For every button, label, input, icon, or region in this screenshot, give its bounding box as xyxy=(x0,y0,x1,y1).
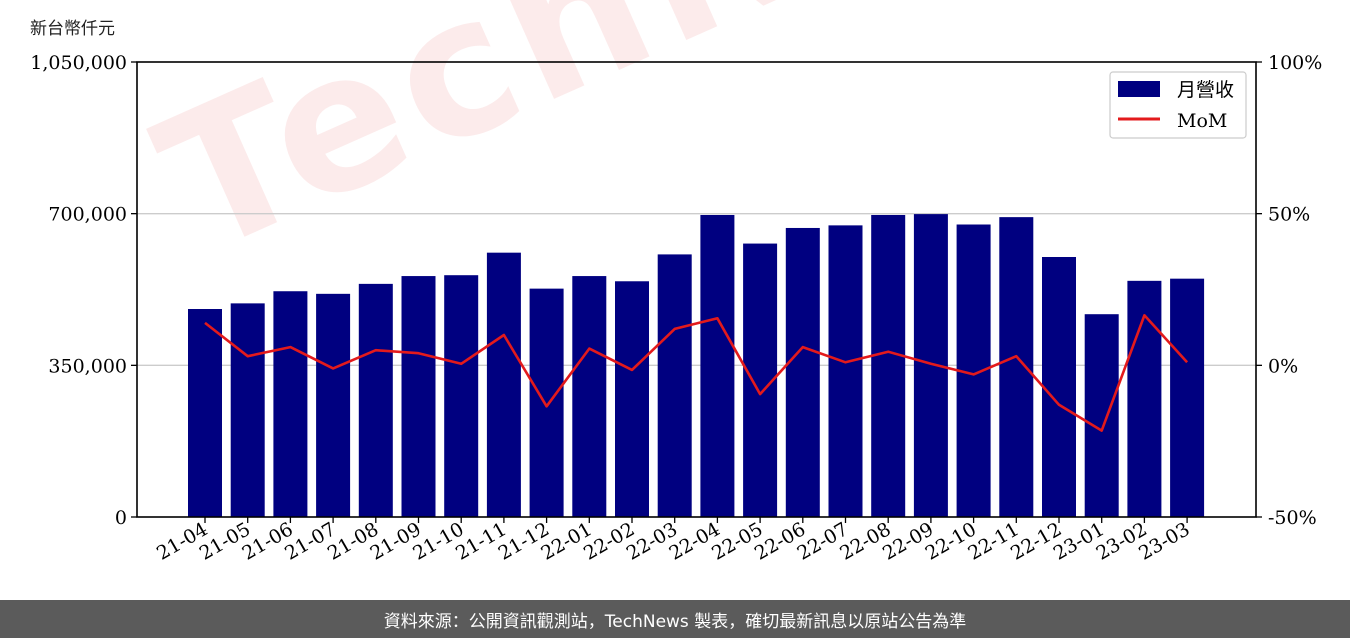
right-tick-label: 100% xyxy=(1268,52,1322,74)
revenue-bar xyxy=(999,217,1034,517)
revenue-bar xyxy=(1170,278,1205,517)
revenue-bar xyxy=(316,293,351,517)
revenue-bar xyxy=(615,281,649,517)
revenue-bar xyxy=(657,254,692,517)
revenue-bar xyxy=(188,309,222,517)
revenue-chart: 0350,000700,0001,050,000-50%0%50%100%21-… xyxy=(30,52,1322,565)
footer-text: 資料來源：公開資訊觀測站，TechNews 製表，確切最新訊息以原站公告為準 xyxy=(383,611,967,632)
legend-line-label: MoM xyxy=(1177,110,1227,132)
legend-bar-swatch xyxy=(1118,81,1160,97)
y-axis-unit-label: 新台幣仟元 xyxy=(30,19,115,39)
plot-frame xyxy=(136,61,1257,518)
left-tick-label: 1,050,000 xyxy=(30,52,127,74)
right-tick-label: -50% xyxy=(1268,507,1317,529)
mom-line xyxy=(204,313,1189,432)
revenue-bar xyxy=(828,225,863,517)
revenue-bar xyxy=(230,303,265,517)
revenue-bar xyxy=(1127,280,1162,517)
revenue-bar xyxy=(572,276,607,517)
revenue-bar xyxy=(273,291,308,517)
revenue-bar xyxy=(444,275,479,517)
legend-bar-label: 月營收 xyxy=(1177,79,1234,101)
revenue-bar xyxy=(1084,314,1119,517)
left-tick-label: 0 xyxy=(115,507,127,529)
revenue-bar xyxy=(700,214,735,517)
right-tick-label: 50% xyxy=(1268,204,1310,226)
revenue-bar xyxy=(529,288,564,517)
source-footer: 資料來源：公開資訊觀測站，TechNews 製表，確切最新訊息以原站公告為準 xyxy=(0,600,1350,638)
left-tick-label: 350,000 xyxy=(48,355,127,377)
right-tick-label: 0% xyxy=(1268,355,1298,377)
revenue-bar xyxy=(358,283,393,517)
revenue-bar xyxy=(871,214,906,517)
revenue-bar xyxy=(486,252,521,517)
revenue-bar xyxy=(401,276,436,517)
revenue-bar xyxy=(785,227,820,517)
left-tick-label: 700,000 xyxy=(48,204,127,226)
revenue-bar xyxy=(1042,257,1076,517)
